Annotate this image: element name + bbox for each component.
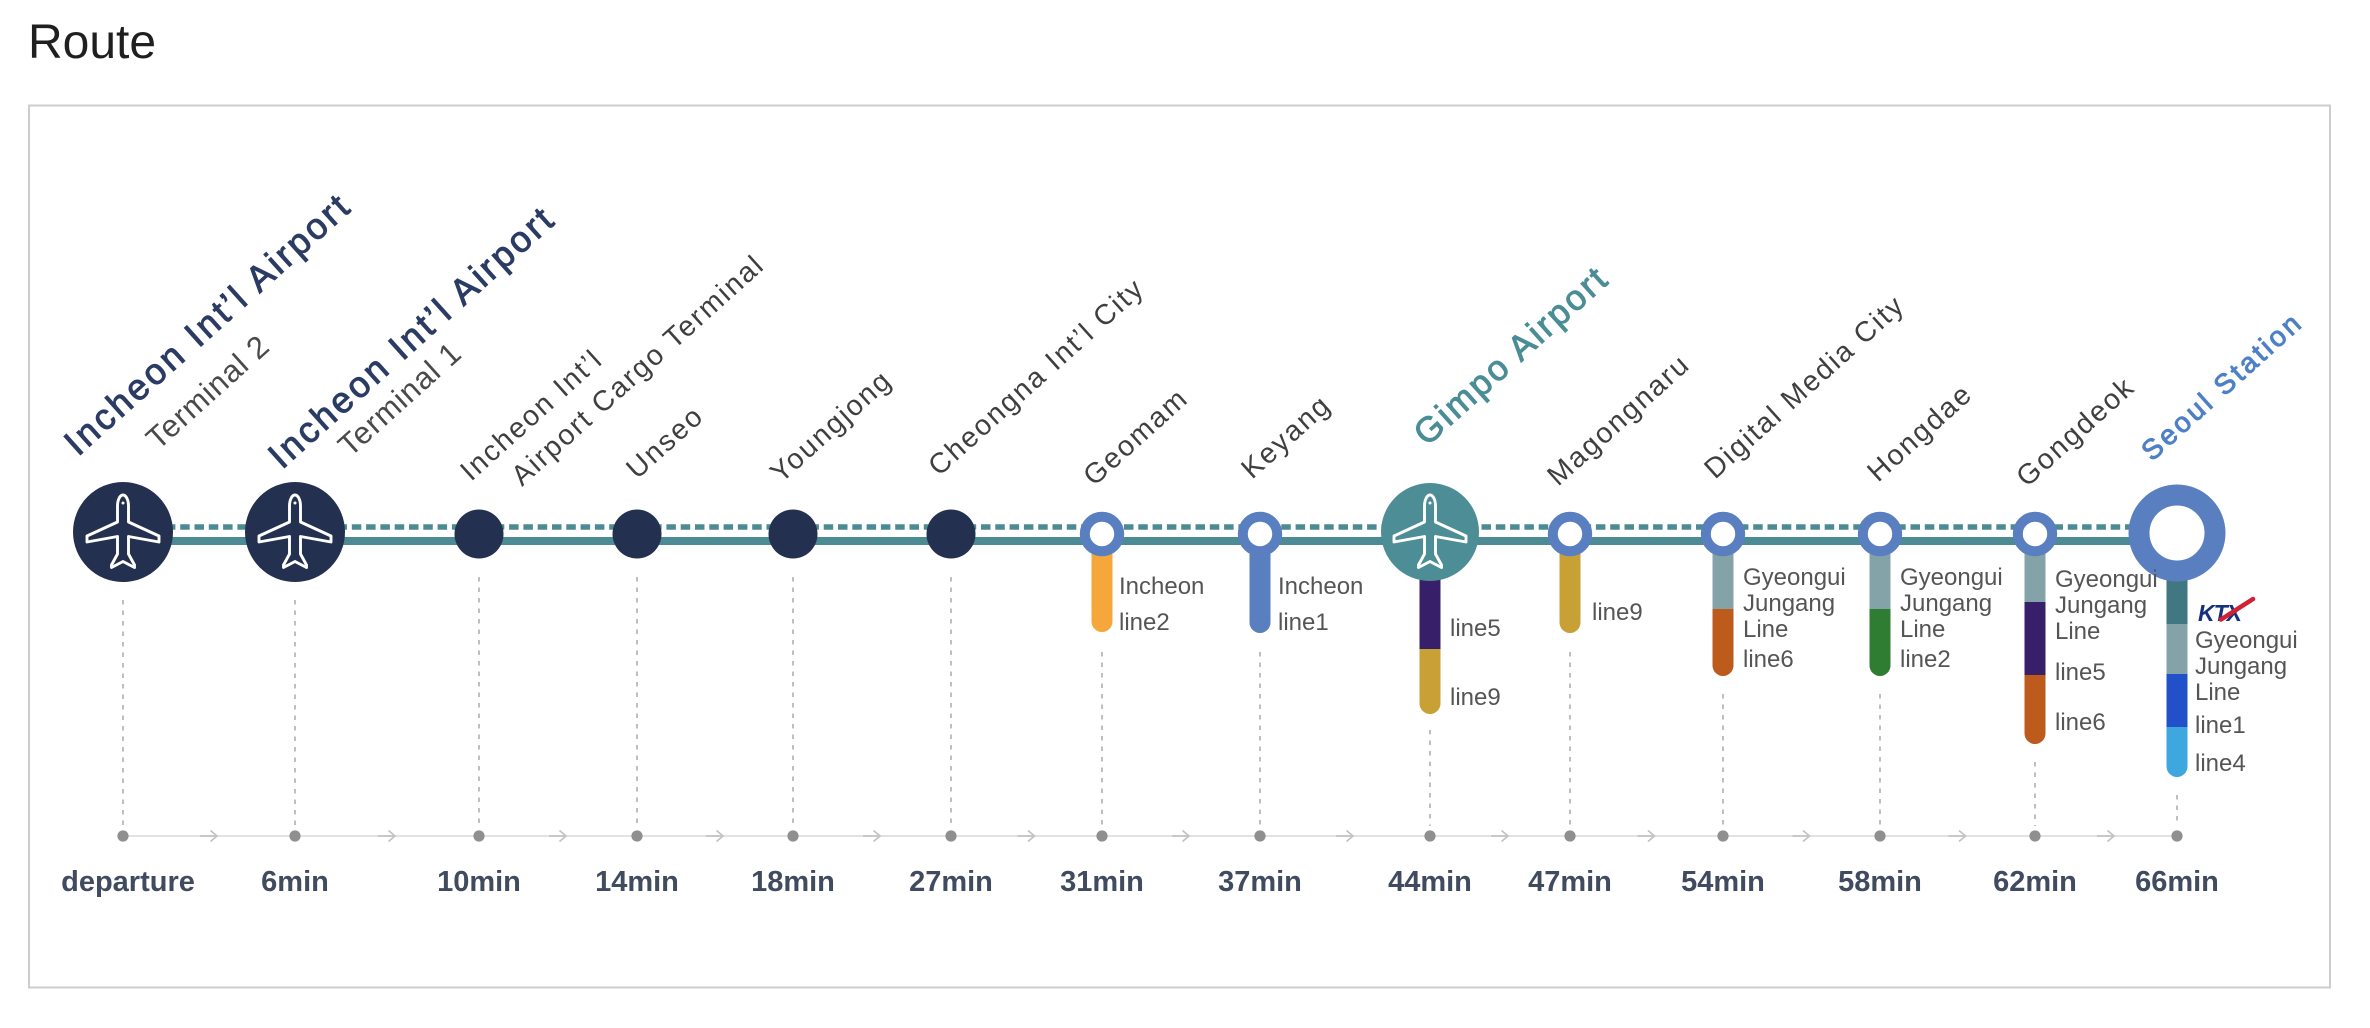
svg-text:Jungang: Jungang [1743,590,1835,617]
svg-text:31min: 31min [1060,866,1144,898]
svg-text:Jungang: Jungang [2195,653,2287,680]
svg-text:line2: line2 [1900,646,1951,673]
svg-text:Gyeongui: Gyeongui [1900,564,2003,591]
svg-text:10min: 10min [437,866,521,898]
svg-text:Incheon: Incheon [1119,573,1204,600]
svg-text:44min: 44min [1388,866,1472,898]
svg-text:line6: line6 [2055,709,2106,736]
svg-text:Line: Line [2195,679,2240,706]
svg-text:line6: line6 [1743,646,1794,673]
svg-text:Route: Route [28,16,156,69]
svg-text:58min: 58min [1838,866,1922,898]
svg-text:27min: 27min [909,866,993,898]
svg-text:Jungang: Jungang [1900,590,1992,617]
svg-text:Incheon: Incheon [1278,573,1363,600]
svg-text:line9: line9 [1592,599,1643,626]
svg-text:Line: Line [1900,616,1945,643]
svg-text:line5: line5 [1450,615,1501,642]
svg-text:line5: line5 [2055,659,2106,686]
svg-text:departure: departure [61,866,195,898]
svg-text:line4: line4 [2195,750,2246,777]
svg-text:66min: 66min [2135,866,2219,898]
svg-text:54min: 54min [1681,866,1765,898]
svg-text:line1: line1 [1278,609,1329,636]
svg-text:Gyeongui: Gyeongui [2055,566,2158,593]
svg-text:14min: 14min [595,866,679,898]
svg-text:line1: line1 [2195,712,2246,739]
svg-text:KTX: KTX [2198,600,2244,626]
svg-text:37min: 37min [1218,866,1302,898]
svg-text:Jungang: Jungang [2055,592,2147,619]
svg-text:47min: 47min [1528,866,1612,898]
svg-text:18min: 18min [751,866,835,898]
svg-text:6min: 6min [261,866,329,898]
svg-text:Gyeongui: Gyeongui [2195,627,2298,654]
svg-text:line9: line9 [1450,684,1501,711]
svg-text:62min: 62min [1993,866,2077,898]
svg-text:Line: Line [2055,618,2100,645]
svg-text:line2: line2 [1119,609,1170,636]
svg-text:Gyeongui: Gyeongui [1743,564,1846,591]
svg-text:Line: Line [1743,616,1788,643]
